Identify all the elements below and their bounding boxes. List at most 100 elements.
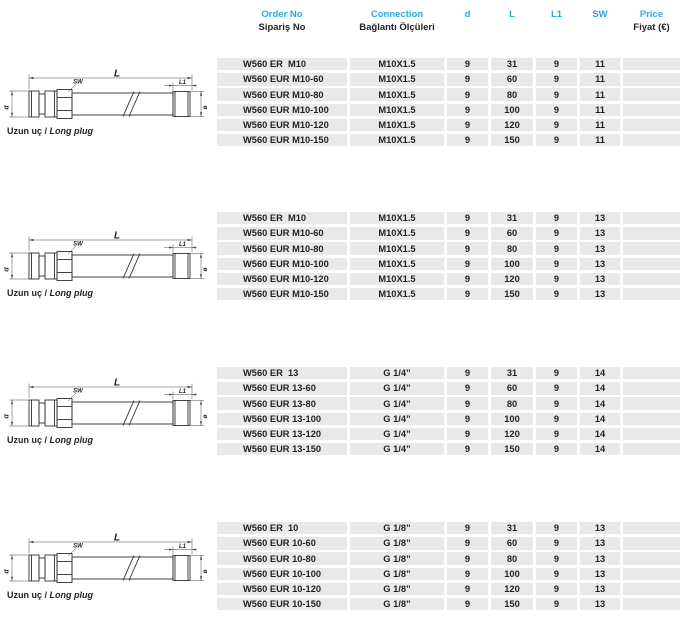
- cell-order: W560 EUR M10-80: [217, 242, 347, 255]
- cell-L1: 9: [536, 133, 577, 147]
- cell-d: 9: [447, 73, 488, 86]
- cell-connection: G 1/4”: [350, 367, 444, 380]
- cell-d: 9: [447, 382, 488, 395]
- plug-technical-drawing: L SW L1 d ø: [4, 378, 209, 428]
- cell-d: 9: [447, 212, 488, 225]
- cell-price: [623, 287, 680, 301]
- cell-connection: M10X1.5: [350, 242, 444, 255]
- header-col-L1: L1: [536, 8, 577, 34]
- cell-L1: 9: [536, 227, 577, 240]
- cell-d: 9: [447, 133, 488, 147]
- cell-connection: M10X1.5: [350, 88, 444, 101]
- table-row: W560 ER M10 M10X1.5 9 31 9 13: [217, 212, 680, 225]
- plug-drawing-wrap: L SW L1 d ø: [4, 376, 216, 432]
- cell-L1: 9: [536, 88, 577, 101]
- dim-label-dia-symbol: ø: [202, 105, 209, 109]
- cell-SW: 13: [580, 227, 620, 240]
- table-row: W560 EUR M10-100 M10X1.5 9 100 9 11: [217, 103, 680, 116]
- dimension-arrows: [10, 76, 203, 117]
- cell-order: W560 EUR M10-80: [217, 88, 347, 101]
- cell-connection: M10X1.5: [350, 272, 444, 286]
- cell-price: [623, 272, 680, 286]
- caption-separator: /: [42, 435, 50, 445]
- cell-L: 60: [491, 382, 533, 395]
- section-table: W560 ER 13 G 1/4” 9 31 9 14 W560 EUR 13-60 G 1/…: [217, 367, 680, 458]
- cell-L: 80: [491, 552, 533, 565]
- cell-connection: G 1/8”: [350, 582, 444, 596]
- cell-L: 120: [491, 582, 533, 596]
- cell-d: 9: [447, 367, 488, 380]
- cell-SW: 13: [580, 257, 620, 270]
- cell-SW: 11: [580, 103, 620, 116]
- dimension-arrows: [10, 238, 203, 279]
- cell-price: [623, 58, 680, 71]
- cell-d: 9: [447, 58, 488, 71]
- cell-L: 60: [491, 73, 533, 86]
- cell-L: 31: [491, 367, 533, 380]
- cell-order: W560 EUR M10-120: [217, 118, 347, 132]
- drawing-caption: Uzun uç / Long plug: [7, 288, 93, 298]
- header-d-label: d: [464, 9, 471, 20]
- table-row: W560 EUR M10-150 M10X1.5 9 150 9 11: [217, 133, 680, 147]
- header-L-label: L: [509, 9, 515, 20]
- cell-order: W560 EUR M10-150: [217, 287, 347, 301]
- cell-connection: G 1/4”: [350, 412, 444, 425]
- cell-L: 100: [491, 103, 533, 116]
- cell-connection: G 1/4”: [350, 382, 444, 395]
- table-row: W560 EUR M10-80 M10X1.5 9 80 9 11: [217, 88, 680, 101]
- cell-d: 9: [447, 552, 488, 565]
- table-row: W560 EUR M10-60 M10X1.5 9 60 9 13: [217, 227, 680, 240]
- cell-SW: 13: [580, 537, 620, 550]
- cell-price: [623, 382, 680, 395]
- plug-body-outline: [28, 89, 191, 119]
- table-header: Order No Sipariş No Connection Bağlantı …: [217, 8, 680, 34]
- table-row: W560 EUR M10-150 M10X1.5 9 150 9 13: [217, 287, 680, 301]
- dim-label-diameter: d: [4, 267, 11, 272]
- cell-order: W560 EUR M10-100: [217, 103, 347, 116]
- cell-L: 120: [491, 427, 533, 441]
- cell-SW: 14: [580, 367, 620, 380]
- caption-turkish: Uzun uç: [7, 126, 42, 136]
- cell-L1: 9: [536, 242, 577, 255]
- cell-order: W560 EUR 13-150: [217, 442, 347, 456]
- cell-SW: 11: [580, 88, 620, 101]
- cell-L1: 9: [536, 582, 577, 596]
- table-row: W560 ER 13 G 1/4” 9 31 9 14: [217, 367, 680, 380]
- cell-connection: M10X1.5: [350, 118, 444, 132]
- cell-SW: 11: [580, 133, 620, 147]
- cell-L1: 9: [536, 412, 577, 425]
- cell-connection: M10X1.5: [350, 227, 444, 240]
- cell-L: 80: [491, 397, 533, 410]
- plug-drawing-wrap: L SW L1 d ø: [4, 67, 216, 123]
- cell-connection: M10X1.5: [350, 257, 444, 270]
- plug-technical-drawing: L SW L1 d ø: [4, 69, 209, 119]
- cell-SW: 14: [580, 382, 620, 395]
- cell-d: 9: [447, 227, 488, 240]
- cell-L1: 9: [536, 397, 577, 410]
- cell-SW: 13: [580, 242, 620, 255]
- header-L1-label: L1: [550, 9, 563, 20]
- section-table: W560 ER 10 G 1/8” 9 31 9 13 W560 EUR 10-60 G 1/…: [217, 522, 680, 613]
- cell-price: [623, 442, 680, 456]
- cell-price: [623, 227, 680, 240]
- drawing-caption: Uzun uç / Long plug: [7, 126, 93, 136]
- caption-english: Long plug: [49, 126, 93, 136]
- cell-SW: 13: [580, 567, 620, 580]
- cell-L: 120: [491, 272, 533, 286]
- cell-order: W560 EUR 10-60: [217, 537, 347, 550]
- cell-L: 31: [491, 58, 533, 71]
- caption-separator: /: [42, 288, 50, 298]
- table-row: W560 EUR 13-80 G 1/4” 9 80 9 14: [217, 397, 680, 410]
- caption-separator: /: [42, 126, 50, 136]
- plug-drawing-wrap: L SW L1 d ø: [4, 531, 216, 587]
- cell-L: 100: [491, 257, 533, 270]
- cell-connection: G 1/4”: [350, 397, 444, 410]
- header-connection-tr: Bağlantı Ölçüleri: [359, 22, 435, 33]
- cell-price: [623, 103, 680, 116]
- plug-technical-drawing: L SW L1 d ø: [4, 231, 209, 281]
- dim-label-length: L: [114, 231, 120, 242]
- cell-connection: G 1/4”: [350, 427, 444, 441]
- cell-order: W560 EUR 13-80: [217, 397, 347, 410]
- dim-label-diameter: d: [4, 414, 11, 419]
